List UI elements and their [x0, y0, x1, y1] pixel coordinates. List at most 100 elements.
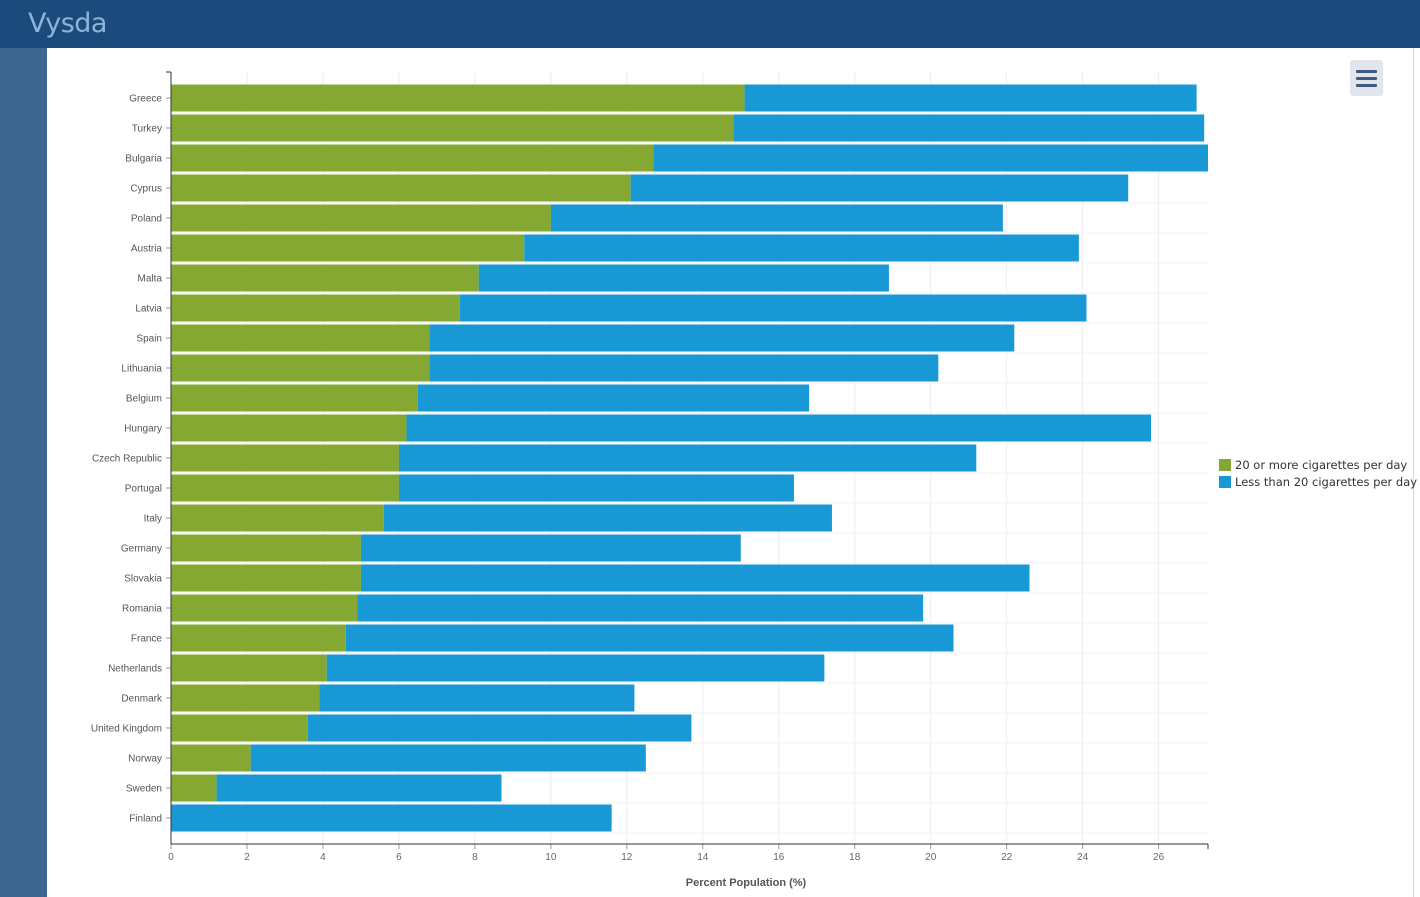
bar-heavy-spain[interactable] [171, 324, 430, 352]
y-category-label: Czech Republic [92, 454, 162, 465]
bar-light-cyprus[interactable] [630, 174, 1129, 202]
legend-item-light[interactable]: Less than 20 cigarettes per day [1219, 473, 1417, 490]
y-category-label: United Kingdom [91, 724, 162, 735]
bar-heavy-cyprus[interactable] [171, 174, 631, 202]
bar-light-bulgaria[interactable] [653, 144, 1208, 172]
bar-heavy-bulgaria[interactable] [171, 144, 654, 172]
y-category-label: Malta [138, 274, 163, 285]
x-tick-label: 16 [773, 852, 785, 863]
bar-light-united-kingdom[interactable] [307, 714, 692, 742]
y-category-label: Romania [122, 604, 162, 615]
bar-light-latvia[interactable] [459, 294, 1087, 322]
bars-layer [171, 84, 1208, 832]
legend-swatch-heavy [1219, 458, 1231, 471]
hamburger-menu-icon [1356, 70, 1377, 73]
y-category-label: Cyprus [130, 184, 162, 195]
y-category-label: Bulgaria [125, 154, 162, 165]
y-category-label: France [131, 634, 163, 645]
bar-light-norway[interactable] [250, 744, 646, 772]
bar-light-greece[interactable] [744, 84, 1197, 112]
bar-heavy-malta[interactable] [171, 264, 479, 292]
app-logo[interactable]: Vysda [28, 8, 107, 39]
chart-menu-button[interactable] [1350, 60, 1383, 96]
x-tick-label: 2 [244, 852, 250, 863]
bar-light-austria[interactable] [524, 234, 1079, 262]
bar-heavy-netherlands[interactable] [171, 654, 327, 682]
bar-light-italy[interactable] [383, 504, 832, 532]
y-category-label: Slovakia [124, 574, 162, 585]
bar-heavy-latvia[interactable] [171, 294, 460, 322]
legend-label-heavy: 20 or more cigarettes per day [1235, 457, 1408, 472]
bar-heavy-czech-republic[interactable] [171, 444, 399, 472]
x-tick-label: 10 [545, 852, 557, 863]
x-tick-label: 18 [849, 852, 861, 863]
x-tick-label: 22 [1001, 852, 1013, 863]
x-tick-label: 0 [168, 852, 174, 863]
bar-light-finland[interactable] [171, 804, 612, 832]
x-tick-label: 14 [697, 852, 709, 863]
bar-heavy-austria[interactable] [171, 234, 525, 262]
y-category-label: Belgium [126, 394, 162, 405]
legend-swatch-light [1219, 475, 1231, 488]
y-category-label: Sweden [126, 784, 162, 795]
y-category-label: Norway [128, 754, 162, 765]
bar-heavy-norway[interactable] [171, 744, 251, 772]
y-category-label: Finland [129, 814, 162, 825]
y-category-label: Poland [131, 214, 162, 225]
bar-heavy-sweden[interactable] [171, 774, 217, 802]
x-tick-label: 20 [925, 852, 937, 863]
bar-heavy-belgium[interactable] [171, 384, 418, 412]
x-tick-label: 6 [396, 852, 402, 863]
bar-heavy-slovakia[interactable] [171, 564, 361, 592]
bar-heavy-poland[interactable] [171, 204, 551, 232]
bar-heavy-romania[interactable] [171, 594, 358, 622]
bar-light-romania[interactable] [357, 594, 924, 622]
bar-heavy-greece[interactable] [171, 84, 745, 112]
x-axis-title: Percent Population (%) [686, 877, 807, 889]
y-category-label: Turkey [132, 124, 162, 135]
bar-light-portugal[interactable] [398, 474, 794, 502]
bar-light-netherlands[interactable] [326, 654, 825, 682]
y-category-label: Lithuania [121, 364, 162, 375]
bar-heavy-turkey[interactable] [171, 114, 734, 142]
bar-heavy-italy[interactable] [171, 504, 384, 532]
bar-heavy-denmark[interactable] [171, 684, 320, 712]
bar-light-sweden[interactable] [216, 774, 502, 802]
bar-light-spain[interactable] [429, 324, 1015, 352]
bar-light-germany[interactable] [360, 534, 741, 562]
bar-light-lithuania[interactable] [429, 354, 939, 382]
bar-light-france[interactable] [345, 624, 954, 652]
bar-light-poland[interactable] [550, 204, 1003, 232]
bar-light-slovakia[interactable] [360, 564, 1030, 592]
x-tick-label: 26 [1153, 852, 1165, 863]
hamburger-line [1356, 84, 1377, 87]
bar-heavy-hungary[interactable] [171, 414, 407, 442]
bar-light-denmark[interactable] [319, 684, 635, 712]
bar-light-malta[interactable] [478, 264, 889, 292]
x-tick-label: 8 [472, 852, 478, 863]
bar-light-hungary[interactable] [406, 414, 1152, 442]
bar-heavy-lithuania[interactable] [171, 354, 430, 382]
scrollbar-edge[interactable] [1413, 48, 1414, 897]
sidebar [0, 48, 47, 897]
bar-heavy-germany[interactable] [171, 534, 361, 562]
x-tick-label: 24 [1077, 852, 1089, 863]
bar-light-belgium[interactable] [417, 384, 810, 412]
top-bar: Vysda [0, 0, 1420, 48]
y-category-label: Austria [131, 244, 163, 255]
y-category-label: Hungary [124, 424, 162, 435]
bar-light-turkey[interactable] [733, 114, 1205, 142]
y-category-label: Portugal [125, 484, 162, 495]
axes-layer: 0 2 4 6 8 10 12 14 16 18 20 22 24 26GreeceTurkeyBulga… [91, 71, 1209, 863]
bar-heavy-united-kingdom[interactable] [171, 714, 308, 742]
y-category-label: Netherlands [108, 664, 162, 675]
bar-heavy-portugal[interactable] [171, 474, 399, 502]
bar-heavy-france[interactable] [171, 624, 346, 652]
bar-light-czech-republic[interactable] [398, 444, 977, 472]
y-category-label: Greece [129, 94, 162, 105]
chart-legend: 20 or more cigarettes per day Less than … [1219, 456, 1417, 490]
legend-item-heavy[interactable]: 20 or more cigarettes per day [1219, 456, 1417, 473]
x-tick-label: 4 [320, 852, 326, 863]
y-category-label: Italy [144, 514, 162, 525]
